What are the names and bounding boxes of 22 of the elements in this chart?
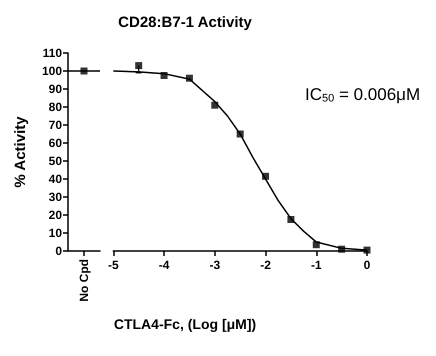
x-tick-label: -1 <box>310 258 322 272</box>
y-tick-label: 80 <box>48 100 62 114</box>
x-axis-title: CTLA4-Fc, (Log [μM]) <box>112 316 258 332</box>
x-tick-label: -5 <box>108 258 119 272</box>
x-tick-label: -3 <box>209 258 220 272</box>
x-tick-label: -2 <box>260 258 272 272</box>
y-axis-title: % Activity <box>12 116 29 188</box>
x-tick-label: No Cpd <box>77 259 91 302</box>
y-tick-label: 0 <box>55 244 62 258</box>
chart-title: CD28:B7-1 Activity <box>117 14 253 31</box>
y-tick-label: 90 <box>48 82 62 96</box>
y-tick-label: 30 <box>48 190 62 204</box>
y-tick-label: 50 <box>48 154 62 168</box>
y-tick-label: 70 <box>48 118 62 132</box>
y-tick-label: 60 <box>48 136 62 150</box>
x-tick-label: 0 <box>364 258 371 272</box>
y-tick-label: 100 <box>42 64 62 78</box>
x-tick-label: -4 <box>158 258 170 272</box>
y-tick-label: 110 <box>42 46 62 60</box>
y-tick-label: 20 <box>48 208 62 222</box>
y-tick-label: 40 <box>48 172 62 186</box>
y-tick-label: 10 <box>48 226 62 240</box>
